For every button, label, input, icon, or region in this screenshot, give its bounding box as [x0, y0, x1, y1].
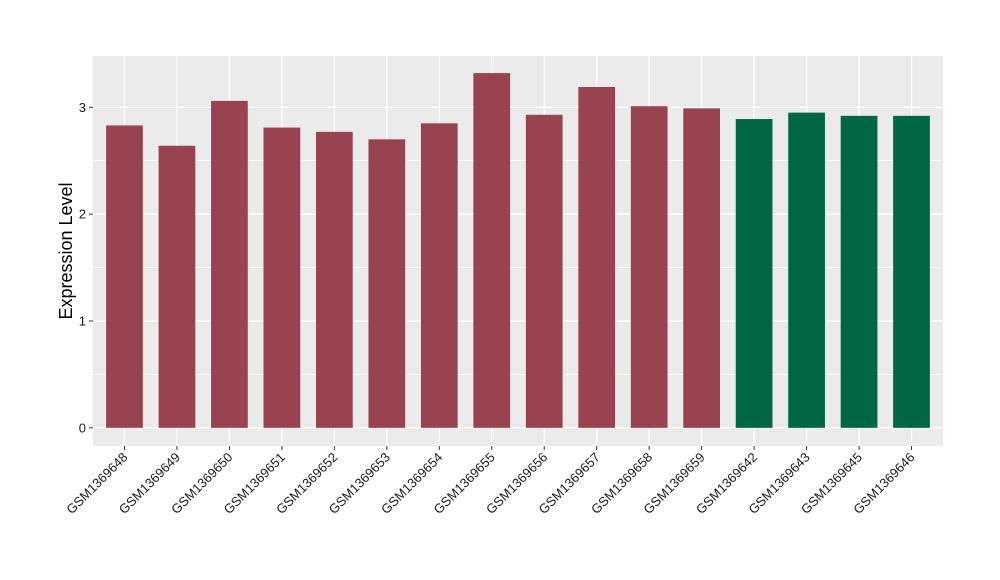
bar-GSM1369658: [630, 106, 668, 428]
bar-GSM1369650: [211, 100, 248, 428]
y-axis-title: Expression Level: [56, 182, 76, 319]
y-tick-label: 2: [79, 207, 86, 222]
bars: [106, 73, 930, 428]
y-axis: 0 1 2 3: [79, 100, 93, 435]
bar-GSM1369649: [158, 145, 196, 428]
bar-GSM1369648: [106, 125, 143, 428]
bar-GSM1369645: [840, 115, 878, 428]
y-tick-label: 1: [79, 313, 86, 328]
bar-GSM1369656: [525, 114, 563, 428]
bar-GSM1369642: [735, 119, 773, 428]
bar-GSM1369646: [893, 115, 930, 428]
bar-GSM1369651: [263, 127, 301, 428]
x-axis: GSM1369648GSM1369649GSM1369650GSM1369651…: [63, 446, 918, 517]
bar-GSM1369652: [315, 131, 353, 428]
bar-GSM1369655: [473, 73, 511, 428]
bar-GSM1369657: [578, 86, 616, 428]
bar-GSM1369654: [420, 123, 458, 428]
bar-GSM1369659: [683, 108, 721, 428]
y-tick-label: 3: [79, 100, 86, 115]
y-tick-label: 0: [79, 420, 86, 435]
bar-GSM1369653: [368, 139, 406, 428]
bar-GSM1369643: [788, 112, 825, 428]
